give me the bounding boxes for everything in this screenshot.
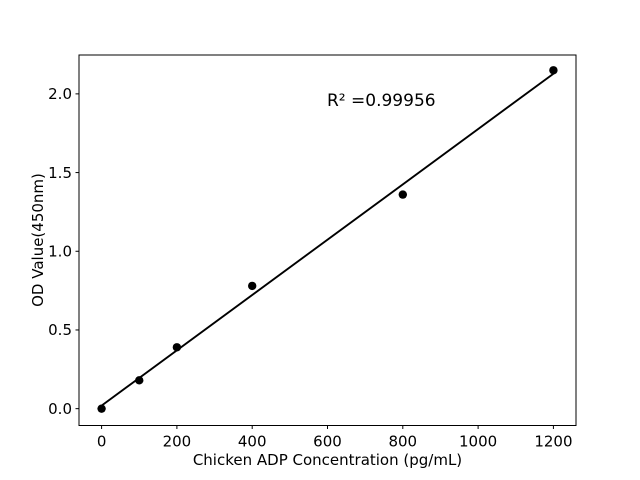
r-squared-annotation: R² =0.99956 — [327, 91, 436, 111]
data-point — [549, 66, 558, 75]
x-tick-label: 0 — [97, 433, 107, 451]
data-point — [398, 190, 408, 199]
y-axis-label: OD Value(450nm) — [29, 173, 47, 307]
data-points-group — [97, 66, 558, 413]
y-tick-label: 0.5 — [48, 321, 72, 339]
y-tick-label: 1.5 — [48, 164, 72, 182]
y-axis-ticks: 0.0 0.5 1.0 1.5 2.0 — [48, 85, 79, 418]
y-tick-label: 2.0 — [48, 85, 72, 103]
x-tick-label: 400 — [238, 433, 267, 451]
data-point — [172, 343, 182, 352]
y-tick-label: 0.0 — [48, 400, 72, 418]
x-axis-ticks: 0 200 400 600 800 1000 1200 — [97, 425, 573, 451]
data-point — [247, 281, 257, 291]
data-point — [97, 404, 106, 413]
x-tick-label: 1200 — [534, 433, 572, 451]
x-tick-label: 200 — [163, 433, 192, 451]
data-point — [135, 376, 144, 385]
x-tick-label: 1000 — [459, 433, 497, 451]
x-tick-label: 600 — [313, 433, 342, 451]
x-tick-label: 800 — [388, 433, 417, 451]
x-axis-label: Chicken ADP Concentration (pg/mL) — [193, 451, 462, 469]
y-tick-label: 1.0 — [48, 242, 72, 260]
